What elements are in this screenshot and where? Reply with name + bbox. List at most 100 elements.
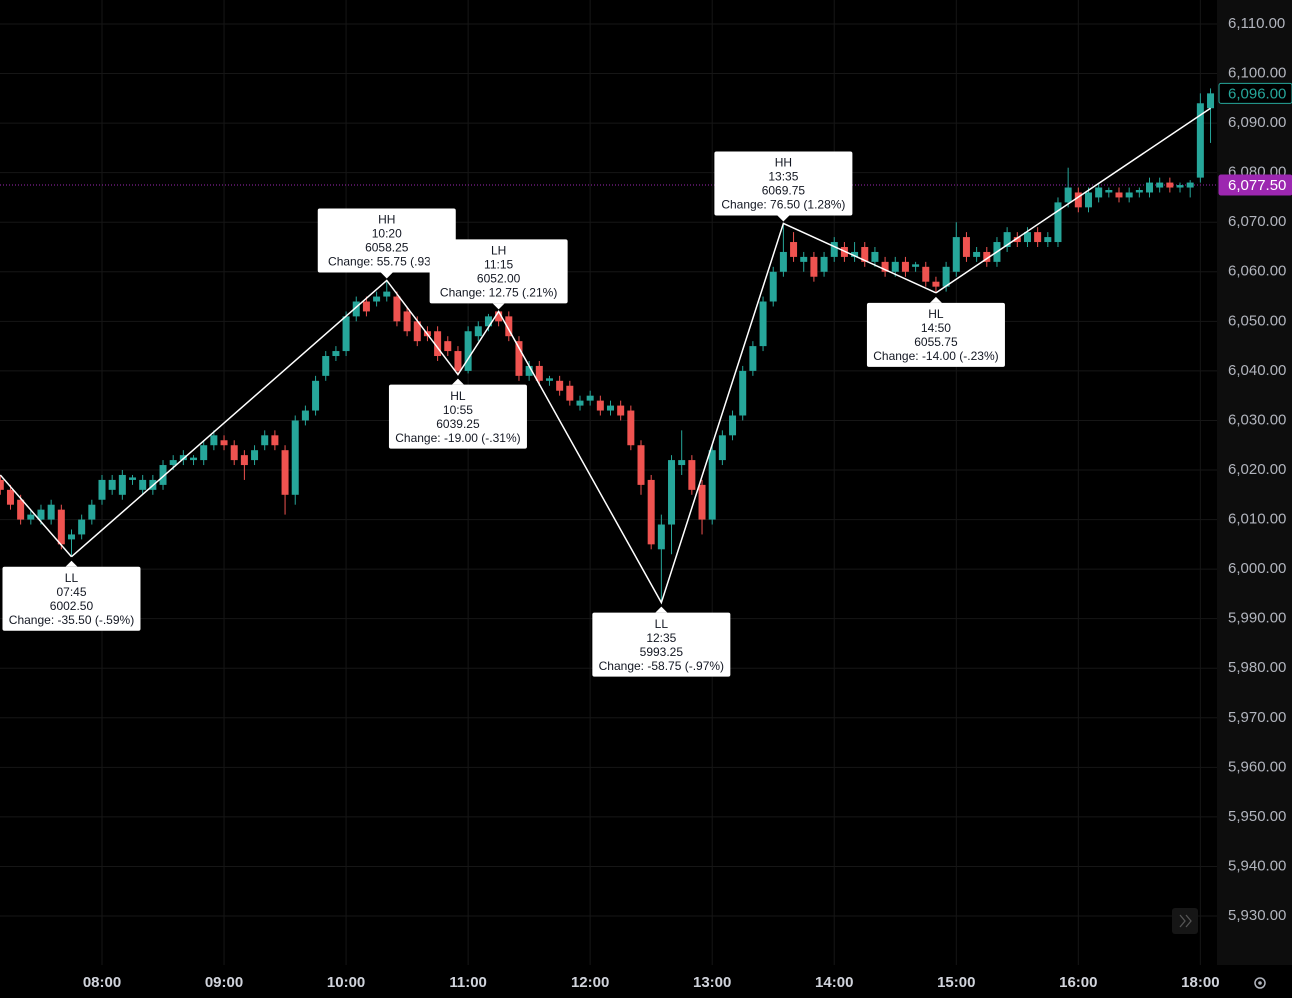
pivot-pointer	[451, 378, 464, 385]
candle-body	[17, 499, 25, 520]
candle-body	[861, 246, 869, 262]
candle-body	[67, 534, 75, 540]
candle-body	[922, 266, 930, 282]
candle-body	[973, 251, 981, 257]
settings-icon-center	[1258, 981, 1262, 985]
candle-body	[98, 479, 106, 500]
candle-body	[576, 400, 584, 406]
candle-body	[617, 405, 625, 416]
candle-body	[27, 514, 35, 520]
y-tick-label: 5,970.00	[1228, 709, 1286, 726]
candle-body	[749, 346, 757, 371]
candle-body	[37, 509, 45, 520]
zigzag-line	[70, 222, 937, 605]
x-tick-label: 11:00	[449, 974, 487, 991]
x-tick-label: 16:00	[1059, 974, 1097, 991]
candle-body	[1196, 103, 1204, 178]
candle-body	[47, 504, 55, 520]
candle-body	[444, 341, 452, 352]
axes: 6,110.006,100.006,090.006,080.006,070.00…	[83, 15, 1292, 991]
y-tick-label: 6,090.00	[1228, 114, 1286, 131]
candle-body	[1186, 182, 1194, 188]
pivot-pointer	[65, 560, 78, 567]
candle-body	[240, 455, 248, 466]
candle-body	[1156, 182, 1164, 188]
candle-body	[1054, 202, 1062, 243]
pivot-box	[317, 208, 456, 273]
candle-body	[820, 256, 828, 272]
candle-body	[759, 301, 767, 347]
x-tick-label: 14:00	[815, 974, 853, 991]
candle-body	[668, 460, 676, 525]
candle-body	[708, 450, 716, 520]
time-axis-panel	[0, 965, 1292, 998]
pivot-text: LL	[655, 617, 669, 631]
candle-body	[1074, 192, 1082, 208]
candle-body	[291, 420, 299, 495]
candle-body	[739, 370, 747, 416]
candle-body	[261, 435, 269, 446]
y-tick-label: 5,990.00	[1228, 610, 1286, 627]
candle-body	[1044, 237, 1052, 243]
candle-body	[322, 356, 330, 376]
candle-body	[332, 351, 340, 357]
candle-body	[0, 479, 4, 490]
candle-body	[505, 316, 513, 337]
candle-body	[586, 395, 594, 401]
candle-body	[301, 410, 309, 421]
y-tick-label: 5,950.00	[1228, 808, 1286, 825]
candle-body	[800, 256, 808, 262]
candle-body	[983, 251, 991, 262]
candle-body	[932, 281, 940, 287]
pivot-pointer	[929, 296, 942, 303]
y-tick-label: 5,930.00	[1228, 907, 1286, 924]
candle-body	[1034, 232, 1042, 243]
pivot-box	[866, 302, 1005, 367]
price-label: 6,096.00	[1228, 85, 1286, 102]
settings-icon[interactable]	[1254, 977, 1266, 989]
pivot-text: HL	[450, 389, 466, 403]
pivot-box	[714, 151, 853, 216]
candle-body	[637, 445, 645, 485]
pivot-text: LL	[65, 571, 79, 585]
pivot-text: Change: 12.75 (.21%)	[440, 286, 557, 300]
candle-body	[962, 237, 970, 257]
pivot-text: 5993.25	[640, 645, 684, 659]
pivot-text: 6052.00	[477, 272, 521, 286]
candle-body	[545, 378, 553, 381]
price-axis-panel	[1217, 0, 1292, 998]
candle-body	[139, 479, 147, 490]
candle-body	[535, 365, 543, 381]
candle-body	[281, 450, 289, 495]
x-tick-label: 12:00	[571, 974, 609, 991]
candle-body	[688, 460, 696, 490]
candle-body	[474, 326, 482, 337]
candle-body	[851, 251, 859, 257]
candle-body	[1166, 182, 1174, 188]
zigzag-edge	[0, 474, 73, 558]
candle-body	[251, 450, 259, 461]
candle-body	[1023, 232, 1031, 243]
pivot-text: 07:45	[56, 585, 86, 599]
y-tick-label: 6,070.00	[1228, 213, 1286, 230]
pivot-text: 6069.75	[762, 184, 806, 198]
y-tick-label: 5,980.00	[1228, 659, 1286, 676]
pivot-text: HL	[928, 307, 944, 321]
pivot-text: Change: -19.00 (-.31%)	[395, 431, 520, 445]
candle-body	[169, 460, 177, 466]
price-label: 6,077.50	[1228, 177, 1286, 194]
candle-body	[891, 261, 899, 272]
y-tick-label: 6,040.00	[1228, 362, 1286, 379]
candle-body	[1084, 192, 1092, 208]
pivot-text: 11:15	[484, 258, 513, 272]
candle-body	[57, 509, 65, 545]
candle-body	[1207, 93, 1215, 109]
y-tick-label: 6,060.00	[1228, 263, 1286, 280]
candle-body	[952, 237, 960, 272]
pivot-text: HH	[775, 156, 792, 170]
